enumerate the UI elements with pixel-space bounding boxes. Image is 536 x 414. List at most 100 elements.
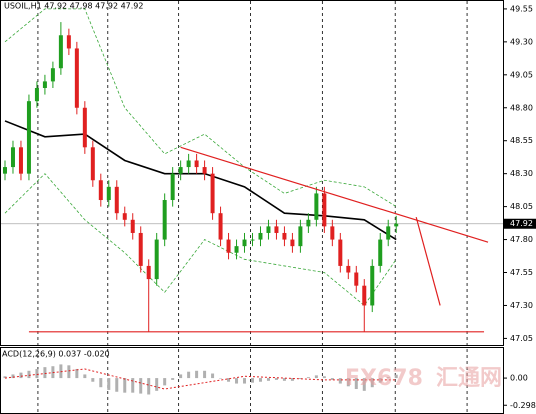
macd-bar xyxy=(250,378,254,383)
candle-body xyxy=(258,232,263,240)
macd-bar xyxy=(155,378,159,391)
trendline xyxy=(415,216,441,306)
macd-bar xyxy=(107,378,111,390)
macd-bar xyxy=(219,378,223,379)
candle-body xyxy=(242,239,247,247)
macd-bar xyxy=(115,378,119,392)
candle-body xyxy=(218,213,223,240)
candle-body xyxy=(194,160,199,168)
macd-bar xyxy=(11,374,15,379)
candle-body xyxy=(354,272,359,286)
candle-body xyxy=(130,219,135,233)
macd-bar xyxy=(91,378,95,382)
candle-body xyxy=(210,173,215,214)
macd-bar xyxy=(306,377,310,379)
candle-body xyxy=(282,232,287,240)
macd-bar xyxy=(235,378,239,384)
candle-body xyxy=(234,246,239,253)
macd-bar xyxy=(227,378,231,382)
y-tick-label: 48.05 xyxy=(510,202,533,211)
candle-body xyxy=(378,239,383,266)
candle-body xyxy=(202,167,207,174)
y-tick-label: 47.55 xyxy=(510,268,533,277)
candle-body xyxy=(250,239,255,241)
macd-bar xyxy=(370,378,374,388)
macd-bar xyxy=(131,378,135,393)
macd-bar xyxy=(362,378,366,391)
candle-body xyxy=(298,226,303,247)
y-tick-label: -0.298 xyxy=(510,401,536,410)
macd-bar xyxy=(83,374,87,379)
candle-body xyxy=(162,200,167,240)
y-tick-label: 47.05 xyxy=(510,334,533,343)
macd-bar xyxy=(266,378,270,381)
macd-bar xyxy=(282,378,286,381)
candle-body xyxy=(330,226,335,240)
candle-body xyxy=(290,239,295,247)
candle-body xyxy=(82,107,87,148)
candle-body xyxy=(170,173,175,201)
candle-body xyxy=(122,213,127,220)
macd-bar xyxy=(99,378,103,388)
candle-body xyxy=(314,193,319,220)
macd-bar xyxy=(338,378,342,384)
macd-bar xyxy=(346,378,350,387)
y-tick-label: 47.30 xyxy=(510,301,533,310)
candle-body xyxy=(386,226,391,240)
candle-body xyxy=(106,186,111,201)
macd-bar xyxy=(75,368,79,379)
macd-bar xyxy=(27,370,31,379)
candle-body xyxy=(362,285,367,306)
y-tick-label: 48.80 xyxy=(510,103,533,112)
macd-bar xyxy=(171,378,175,380)
macd-bar xyxy=(35,368,39,379)
macd-bar xyxy=(354,378,358,390)
candle-body xyxy=(50,68,55,82)
y-tick-label: 0.00 xyxy=(510,374,528,383)
candle-body xyxy=(338,239,343,266)
macd-bar xyxy=(19,372,23,379)
macd-bar xyxy=(274,378,278,380)
macd-bar xyxy=(179,374,183,379)
macd-bar xyxy=(290,378,294,381)
y-tick-label: 49.05 xyxy=(510,70,533,79)
macd-bar xyxy=(67,365,71,379)
y-tick-label: 49.30 xyxy=(510,37,533,46)
candle-body xyxy=(274,226,279,233)
macd-bar xyxy=(203,370,207,379)
candle-body xyxy=(74,48,79,108)
candle-body xyxy=(10,147,15,168)
macd-bar xyxy=(147,378,151,395)
macd-bar xyxy=(43,367,47,379)
macd-bar xyxy=(386,377,390,379)
y-tick-label: 47.80 xyxy=(510,235,533,244)
candle-body xyxy=(394,223,399,227)
candle-body xyxy=(18,147,23,174)
macd-bar xyxy=(211,373,215,379)
candle-body xyxy=(226,239,231,253)
candle-body xyxy=(114,186,119,214)
chart-title: USOIL,H1 47.92 47.98 47.92 47.92 xyxy=(4,2,143,11)
watermark: FX678 汇通网 xyxy=(345,366,502,391)
candle-body xyxy=(90,147,95,181)
macd-bar xyxy=(195,370,199,379)
candle-body xyxy=(146,265,151,280)
candle-body xyxy=(42,81,47,88)
candle-body xyxy=(66,35,71,49)
overlay-line xyxy=(4,173,397,307)
candle-body xyxy=(322,193,327,227)
macd-bar xyxy=(3,376,7,379)
macd-bar xyxy=(123,378,127,393)
macd-bar xyxy=(187,371,191,379)
candle-body xyxy=(138,232,143,266)
watermark-text: 汇通网 xyxy=(436,366,502,391)
macd-bar xyxy=(330,378,334,380)
macd-bar xyxy=(258,378,262,382)
y-tick-label: 49.55 xyxy=(510,4,533,13)
macd-bar xyxy=(314,375,318,379)
macd-bar xyxy=(298,378,302,379)
macd-bar xyxy=(394,374,398,379)
candle-body xyxy=(266,226,271,233)
macd-bar xyxy=(163,378,167,386)
